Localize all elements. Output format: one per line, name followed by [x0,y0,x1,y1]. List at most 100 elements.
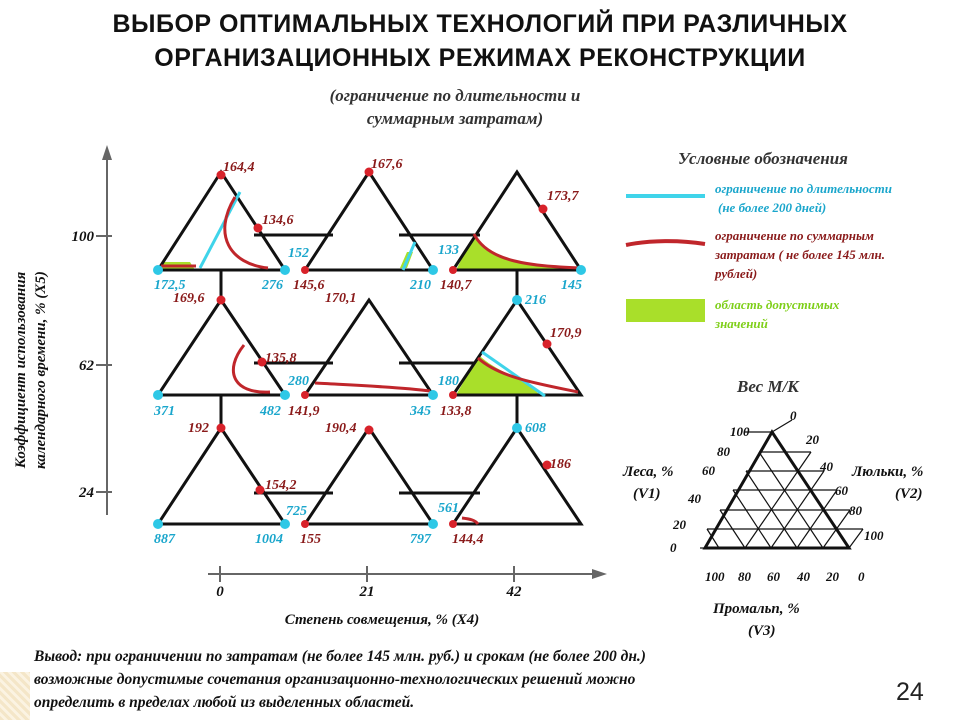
subtitle-line-1: (ограничение по длительности и [330,86,581,105]
value-label: 141,9 [288,404,320,419]
value-label: 608 [525,421,546,436]
bottom-tick-label: 80 [738,569,752,584]
triangle-5 [302,297,436,397]
triangle-9 [450,425,584,526]
subtitle-line-2: суммарным затратам) [367,109,543,128]
cost-constraint-curve [476,356,579,394]
right-tick-label: 60 [835,483,849,498]
value-label: 144,4 [452,532,484,547]
value-label: 797 [410,532,432,547]
right-side-var: (V2) [895,486,923,502]
page-title-line-2: ОРГАНИЗАЦИОННЫХ РЕЖИМАХ РЕКОНСТРУКЦИИ [154,44,806,72]
ternary-outline [702,429,852,550]
value-label: 152 [288,246,309,261]
left-side-var: (V1) [633,486,661,502]
value-label: 345 [409,404,431,419]
value-label: 133,8 [440,404,472,419]
y-axis-label-line-2: календарного времени, % (X5) [33,271,49,469]
right-tick-label: 100 [864,528,884,543]
left-tick-label: 20 [672,517,687,532]
cost-constraint-curve [314,381,431,393]
page-number: 24 [896,678,924,706]
value-label: 145 [561,278,582,293]
value-label: 169,6 [173,291,205,306]
duration-constraint-line [481,350,546,398]
bottom-tick-label: 100 [705,569,725,584]
value-label: 133 [438,243,459,258]
bottom-side-var: (V3) [748,623,776,639]
value-label: 134,6 [262,213,294,228]
x-tick-label: 21 [359,584,375,600]
conclusion-line-2: возможные допустимые сочетания организац… [34,671,636,688]
legend-area-swatch [626,299,705,322]
duration-constraint-line [198,191,242,269]
value-label: 135,8 [265,351,297,366]
triangle-4 [155,297,288,397]
value-label: 186 [550,457,571,472]
legend-cost-swatch [625,239,706,247]
cost-constraint-curve [223,196,269,270]
left-tick-label: 60 [702,463,716,478]
weight-triangle: Вес М/К 100 80 60 40 20 0 0 20 40 60 80 … [622,377,923,639]
value-label: 1004 [255,532,283,547]
conclusion-line-1: Вывод: при ограничении по затратам (не б… [34,648,646,665]
triangle-grid [155,169,584,526]
connector-lines [219,233,519,495]
x-tick-label: 42 [506,584,523,600]
cost-constraint-curve [232,344,271,394]
value-label: 180 [438,374,459,389]
value-label: 561 [438,501,459,516]
value-label: 887 [154,532,176,547]
left-side-label: Леса, % [622,464,674,480]
legend-title: Условные обозначения [678,149,848,168]
bottom-tick-label: 60 [767,569,781,584]
triangle-1 [155,169,288,272]
triangle-8 [302,425,436,526]
value-label: 482 [259,404,281,419]
right-tick-label: 0 [790,408,797,423]
value-label: 210 [409,278,431,293]
value-label: 190,4 [325,421,357,436]
x-axis-arrow [592,569,607,579]
value-label: 170,9 [550,326,582,341]
left-tick-label: 80 [717,444,731,459]
value-label: 167,6 [371,157,403,172]
feasible-area [456,235,580,270]
right-side-label: Люльки, % [851,464,923,480]
vertex-markers [153,167,586,529]
legend-cost-line-2: затратам ( не более 145 млн. [714,247,885,262]
ternary-ticks [700,419,793,549]
conclusion-text: Вывод: при ограничении по затратам (не б… [34,645,894,714]
value-label: 164,4 [223,160,255,175]
right-tick-label: 80 [849,503,863,518]
value-label: 145,6 [293,278,325,293]
value-label: 192 [188,421,209,436]
value-label: 154,2 [265,478,297,493]
left-tick-label: 0 [670,540,677,555]
bottom-tick-label: 20 [825,569,840,584]
value-label: 276 [261,278,283,293]
value-label: 725 [286,504,307,519]
x-axis-label: Степень совмещения, % (X4) [285,612,480,628]
triangle-2 [302,169,436,272]
bottom-tick-label: 0 [858,569,865,584]
duration-constraint-line [401,241,417,271]
value-label: 170,1 [325,291,357,306]
page-title-line-1: ВЫБОР ОПТИМАЛЬНЫХ ТЕХНОЛОГИЙ ПРИ РАЗЛИЧН… [112,10,848,38]
legend-duration-line-1: ограничение по длительности [715,181,892,196]
y-axis-arrow [102,145,112,160]
left-tick-label: 40 [687,491,702,506]
value-label: 172,5 [154,278,186,293]
y-tick-label: 24 [78,485,95,501]
cost-constraint-curve [472,233,581,270]
legend-area-line-2: значений [714,316,768,331]
legend-cost-line-1: ограничение по суммарным [715,228,874,243]
feasible-area [456,355,540,396]
y-tick-label: 100 [72,229,95,245]
value-label: 371 [153,404,175,419]
right-tick-label: 40 [819,459,834,474]
y-tick-label: 62 [79,358,95,374]
value-label: 280 [287,374,309,389]
y-axis-label-line-1: Коэффициент использования [13,271,29,469]
